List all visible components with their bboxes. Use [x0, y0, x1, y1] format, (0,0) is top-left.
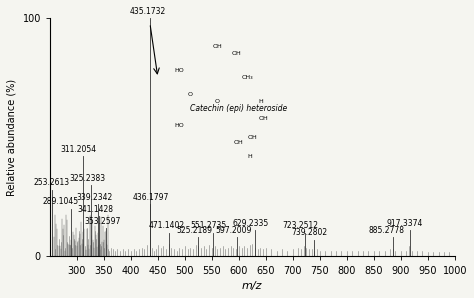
Text: 253.2613: 253.2613 [34, 179, 70, 187]
Text: 435.1732: 435.1732 [130, 7, 166, 16]
Text: 471.1402: 471.1402 [148, 221, 184, 230]
Text: 525.2189: 525.2189 [177, 226, 212, 235]
Text: O: O [188, 92, 193, 97]
Text: 723.2512: 723.2512 [283, 221, 319, 230]
Text: 885.2778: 885.2778 [369, 226, 405, 235]
Text: 325.2383: 325.2383 [70, 174, 106, 183]
Text: 629.2335: 629.2335 [232, 219, 268, 228]
Text: CH₃: CH₃ [241, 75, 253, 80]
Text: 597.2009: 597.2009 [215, 226, 252, 235]
Text: 341.1428: 341.1428 [77, 205, 113, 214]
Text: Catechin (epi) heteroside: Catechin (epi) heteroside [190, 104, 288, 113]
Text: 311.2054: 311.2054 [61, 145, 97, 154]
Text: 289.1045: 289.1045 [43, 198, 79, 207]
Text: H: H [258, 99, 263, 104]
Text: OH: OH [212, 44, 222, 49]
Text: OH: OH [234, 140, 244, 145]
Y-axis label: Relative abundance (%): Relative abundance (%) [7, 79, 17, 196]
Text: OH: OH [258, 116, 268, 121]
Text: OH: OH [247, 135, 257, 140]
Text: HO: HO [174, 123, 184, 128]
Text: 339.2342: 339.2342 [76, 193, 112, 202]
Text: 917.3374: 917.3374 [387, 219, 423, 228]
X-axis label: m/z: m/z [242, 281, 263, 291]
Text: 551.2735: 551.2735 [191, 221, 227, 230]
Text: 353.2597: 353.2597 [84, 217, 120, 226]
Text: 436.1797: 436.1797 [133, 193, 169, 202]
Text: OH: OH [231, 52, 241, 57]
Text: HO: HO [174, 68, 184, 73]
Text: 739.2802: 739.2802 [291, 228, 327, 238]
Text: O: O [215, 99, 220, 104]
Text: H: H [247, 154, 252, 159]
